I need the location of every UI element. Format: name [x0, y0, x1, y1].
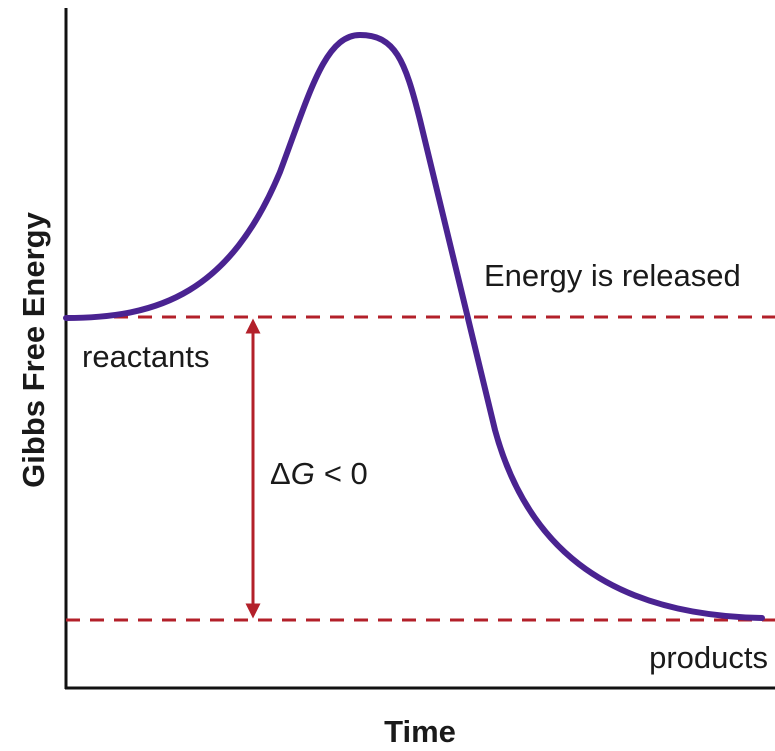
- energy-curve: [63, 31, 765, 621]
- reactants-label: reactants: [82, 339, 210, 374]
- x-axis-title: Time: [384, 714, 456, 749]
- delta-relation: < 0: [324, 456, 368, 491]
- delta-g-label: ΔG < 0: [270, 456, 368, 491]
- delta-variable: G: [291, 456, 315, 491]
- products-label: products: [649, 640, 768, 675]
- annotation: Energy is released: [484, 258, 741, 293]
- y-axis-title: Gibbs Free Energy: [16, 211, 51, 487]
- delta-symbol: Δ: [270, 456, 291, 491]
